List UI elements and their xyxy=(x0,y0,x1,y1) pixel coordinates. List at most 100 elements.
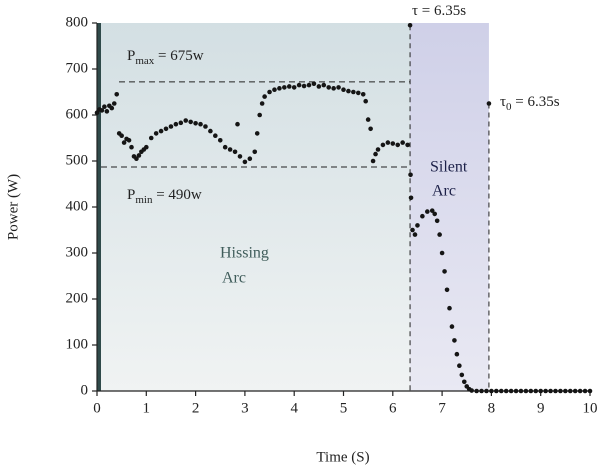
point xyxy=(267,89,272,95)
left-edge-bar xyxy=(97,23,101,391)
annotation-value: = 6.35s xyxy=(512,94,560,110)
annotation: τ0 = 6.35s xyxy=(500,94,560,112)
point xyxy=(420,213,425,219)
point xyxy=(405,142,410,148)
region-label: Hissing xyxy=(220,245,269,262)
point xyxy=(437,232,442,237)
point xyxy=(390,141,396,146)
annotation-value: = 675w xyxy=(154,48,203,64)
point xyxy=(183,118,189,123)
x-tick-label: 3 xyxy=(241,400,249,416)
y-axis-label: Power (W) xyxy=(5,174,21,240)
y-tick-label: 100 xyxy=(66,336,89,352)
point xyxy=(134,156,139,161)
point xyxy=(373,151,378,157)
point xyxy=(457,363,462,369)
point xyxy=(208,128,213,134)
point xyxy=(188,119,193,125)
point xyxy=(291,85,297,90)
point xyxy=(412,232,418,237)
point xyxy=(486,101,492,106)
point xyxy=(508,388,514,394)
point xyxy=(301,83,307,89)
y-tick-label: 500 xyxy=(66,152,89,168)
y-tick-label: 200 xyxy=(66,290,89,306)
annotation-symbol: τ xyxy=(500,94,506,110)
point xyxy=(572,388,578,394)
point xyxy=(227,147,233,152)
point xyxy=(136,153,142,158)
point xyxy=(351,89,356,95)
annotation-subscript: max xyxy=(135,55,154,67)
point xyxy=(109,105,115,111)
point xyxy=(494,388,499,394)
point xyxy=(346,88,351,94)
point xyxy=(587,388,593,394)
region xyxy=(97,23,411,391)
point xyxy=(513,388,519,394)
point xyxy=(528,388,534,394)
annotation-symbol: P xyxy=(127,48,135,64)
point xyxy=(321,82,327,88)
y-tick-label: 400 xyxy=(66,198,89,214)
annotation: Pmax = 675w xyxy=(127,48,204,66)
point xyxy=(254,131,260,136)
point xyxy=(400,140,405,145)
point xyxy=(370,158,376,164)
x-tick-label: 8 xyxy=(488,400,496,416)
point xyxy=(158,128,164,134)
x-tick-label: 6 xyxy=(389,400,397,416)
annotation-value: = 6.35s xyxy=(418,3,466,19)
point xyxy=(563,388,568,394)
annotation-subscript: min xyxy=(135,194,153,206)
point xyxy=(163,126,169,132)
point xyxy=(203,124,208,129)
point xyxy=(479,388,484,394)
point xyxy=(439,250,445,256)
x-tick-label: 10 xyxy=(583,400,598,416)
point xyxy=(432,211,438,217)
y-tick-label: 800 xyxy=(66,14,89,30)
point xyxy=(553,388,558,394)
point xyxy=(375,147,381,152)
point xyxy=(121,140,127,145)
point xyxy=(385,140,391,145)
point xyxy=(395,142,401,148)
x-tick-label: 7 xyxy=(438,400,446,416)
point xyxy=(543,388,548,394)
point xyxy=(242,159,248,165)
y-tick-label: 0 xyxy=(81,382,89,398)
point xyxy=(272,87,277,92)
region-label: Arc xyxy=(432,183,456,200)
point xyxy=(144,144,149,150)
point xyxy=(102,104,107,110)
point xyxy=(360,92,366,97)
point xyxy=(222,144,228,150)
point xyxy=(582,388,588,394)
annotation-symbol: τ xyxy=(412,3,418,19)
point xyxy=(498,388,504,394)
point xyxy=(296,82,302,88)
point xyxy=(232,149,238,155)
y-tick-label: 600 xyxy=(66,106,89,122)
point xyxy=(368,126,373,132)
point xyxy=(469,388,474,393)
point xyxy=(259,101,265,106)
point xyxy=(311,81,317,87)
point xyxy=(114,92,120,97)
point xyxy=(168,124,174,129)
point xyxy=(104,109,110,114)
point xyxy=(99,108,105,113)
point xyxy=(410,227,415,233)
point xyxy=(336,85,341,90)
point xyxy=(193,120,198,126)
x-tick-label: 1 xyxy=(143,400,151,416)
annotation-subscript: 0 xyxy=(506,101,512,113)
point xyxy=(178,120,184,126)
point xyxy=(459,372,465,378)
x-tick-label: 5 xyxy=(340,400,348,416)
point xyxy=(277,86,282,91)
point xyxy=(235,121,240,127)
point xyxy=(282,85,287,90)
point xyxy=(454,351,460,357)
